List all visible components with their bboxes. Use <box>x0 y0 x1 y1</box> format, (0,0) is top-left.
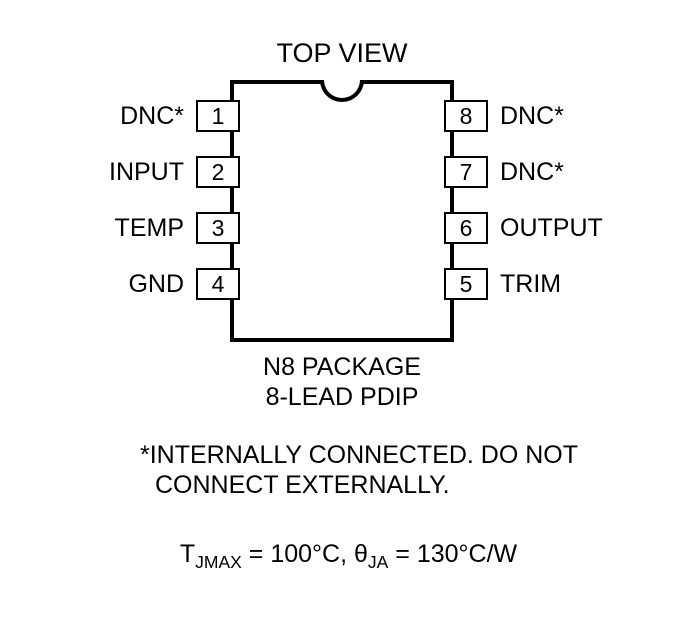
package-line1: N8 PACKAGE <box>230 352 454 382</box>
pin-5-number: 5 <box>460 271 473 298</box>
package-line2: 8-LEAD PDIP <box>230 382 454 412</box>
theta: θ <box>354 540 368 568</box>
pin-8-number: 8 <box>460 103 473 130</box>
footnote-line1: *INTERNALLY CONNECTED. DO NOT <box>140 440 578 470</box>
tjmax-sub: JMAX <box>195 552 242 572</box>
pin-7-number: 7 <box>460 159 473 186</box>
pin-6-label: OUTPUT <box>500 212 603 244</box>
chip-body <box>230 80 454 342</box>
pin-3-number: 3 <box>212 215 225 242</box>
footnote: *INTERNALLY CONNECTED. DO NOT CONNECT EX… <box>140 440 578 500</box>
pin-7-label: DNC* <box>500 156 564 188</box>
pin-1-number: 1 <box>212 103 225 130</box>
pin-1-box: 1 <box>196 100 240 132</box>
pin-6-number: 6 <box>460 215 473 242</box>
pin-5-box: 5 <box>444 268 488 300</box>
pin-8-box: 8 <box>444 100 488 132</box>
tjmax-pre: T <box>180 540 195 568</box>
pin-8-label: DNC* <box>500 100 564 132</box>
pin-7-box: 7 <box>444 156 488 188</box>
pin-3-label: TEMP <box>115 212 184 244</box>
pin-3-box: 3 <box>196 212 240 244</box>
theta-sub: JA <box>368 552 388 572</box>
pin-4-number: 4 <box>212 271 225 298</box>
top-view-label: TOP VIEW <box>230 38 454 69</box>
pin-2-label: INPUT <box>109 156 184 188</box>
pin-1-label: DNC* <box>120 100 184 132</box>
pin-4-box: 4 <box>196 268 240 300</box>
pin-5-label: TRIM <box>500 268 561 300</box>
footnote-line2: CONNECT EXTERNALLY. <box>155 470 578 500</box>
thermal-specs: TJMAX = 100°C, θJA = 130°C/W <box>0 540 697 573</box>
pin-2-number: 2 <box>212 159 225 186</box>
tjmax-value: = 100°C, <box>242 540 354 568</box>
theta-value: = 130°C/W <box>388 540 517 568</box>
pin-2-box: 2 <box>196 156 240 188</box>
package-label: N8 PACKAGE 8-LEAD PDIP <box>230 352 454 412</box>
chip-notch-icon <box>320 80 364 102</box>
pin-4-label: GND <box>128 268 184 300</box>
pin-6-box: 6 <box>444 212 488 244</box>
